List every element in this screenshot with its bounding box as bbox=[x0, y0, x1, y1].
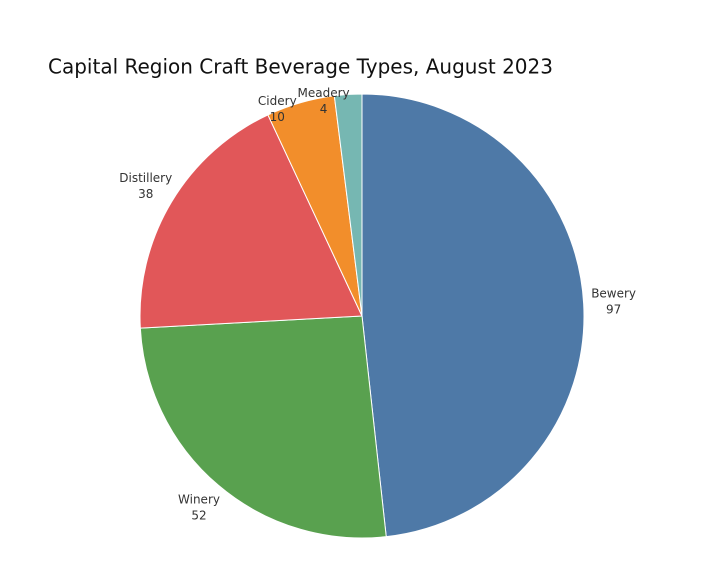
chart-title: Capital Region Craft Beverage Types, Aug… bbox=[48, 55, 553, 79]
slice-value: 52 bbox=[191, 509, 206, 523]
slice-label: Bewery bbox=[591, 287, 636, 301]
pie-slice bbox=[139, 114, 363, 329]
slice-value: 97 bbox=[606, 303, 621, 317]
pie-slice bbox=[139, 315, 387, 539]
slice-label: Winery bbox=[178, 493, 220, 507]
slice-value: 4 bbox=[320, 102, 328, 116]
pie-slice bbox=[333, 93, 363, 317]
pie-slice bbox=[361, 93, 585, 538]
slice-value: 10 bbox=[270, 110, 285, 124]
slice-label: Distillery bbox=[119, 171, 172, 185]
slice-value: 38 bbox=[138, 187, 153, 201]
slice-label: Cidery bbox=[258, 94, 297, 108]
slice-label: Meadery bbox=[298, 86, 350, 100]
